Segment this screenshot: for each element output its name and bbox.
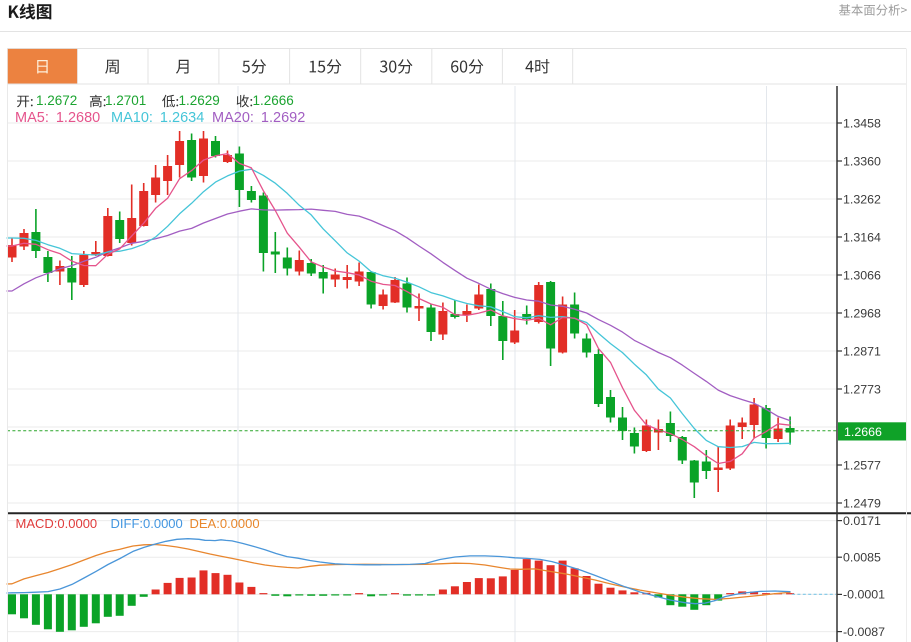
svg-text:1.2479: 1.2479 xyxy=(843,496,881,510)
svg-text:1.3262: 1.3262 xyxy=(843,192,881,206)
svg-text:1.3360: 1.3360 xyxy=(843,154,881,168)
svg-text:1.3164: 1.3164 xyxy=(843,230,881,244)
svg-text:1.2773: 1.2773 xyxy=(843,382,881,396)
svg-text:-0.0001: -0.0001 xyxy=(843,588,885,602)
svg-text:1.2968: 1.2968 xyxy=(843,306,881,320)
svg-text:1.2577: 1.2577 xyxy=(843,458,881,472)
svg-text:1.3458: 1.3458 xyxy=(843,116,881,130)
svg-text:0.0085: 0.0085 xyxy=(843,551,881,565)
svg-text:-0.0087: -0.0087 xyxy=(843,625,885,639)
svg-text:1.2666: 1.2666 xyxy=(844,425,882,439)
svg-text:0.0171: 0.0171 xyxy=(843,514,881,528)
svg-text:1.3066: 1.3066 xyxy=(843,268,881,282)
svg-text:1.2871: 1.2871 xyxy=(843,344,881,358)
